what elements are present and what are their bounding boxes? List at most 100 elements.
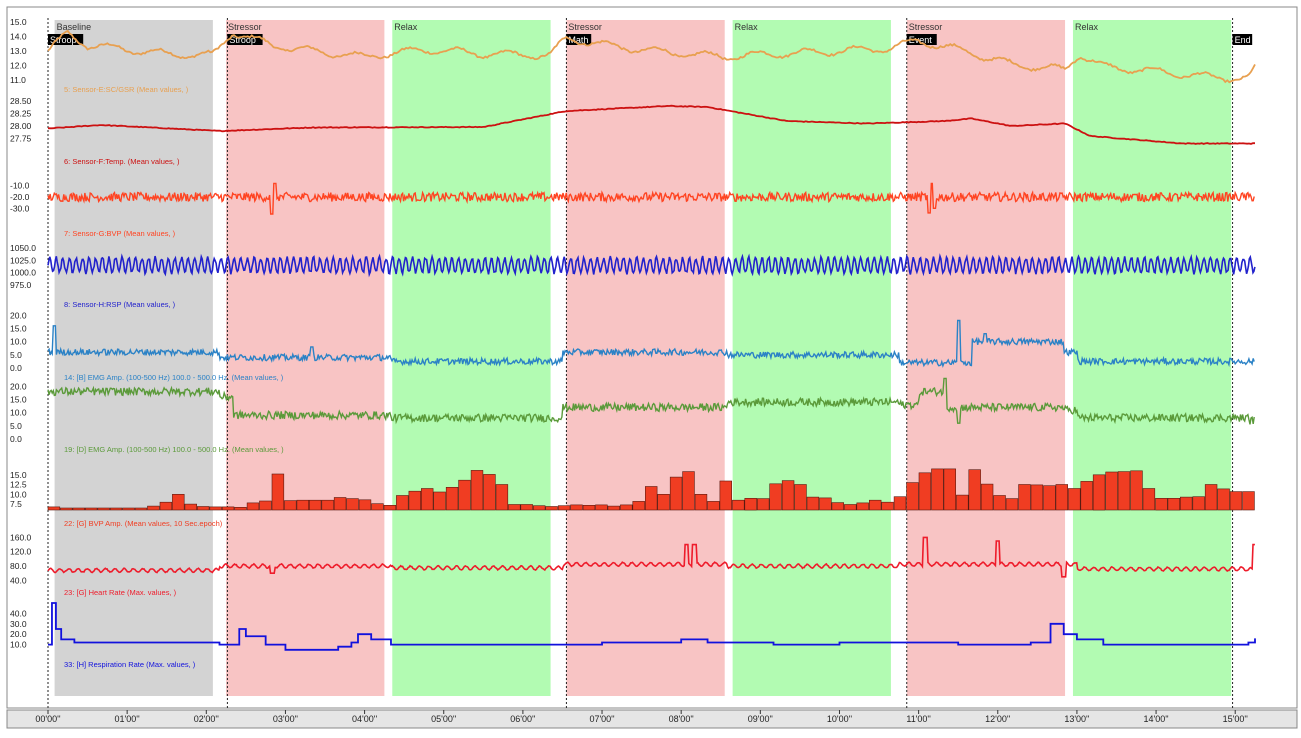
bar-11 xyxy=(184,503,197,511)
phase-label-4: Relax xyxy=(735,22,759,32)
phase-band-3 xyxy=(566,20,725,696)
bar-13 xyxy=(209,506,222,511)
bar-17 xyxy=(259,500,272,511)
x-tick-label-7: 07'00'' xyxy=(589,714,614,724)
event-tag-label-1: Stroop xyxy=(229,35,256,45)
bar-94 xyxy=(1217,488,1230,511)
bar-62 xyxy=(819,497,832,511)
bar-56 xyxy=(744,497,757,511)
track-5-tick-2: 10.0 xyxy=(10,408,27,418)
bar-72 xyxy=(943,468,957,511)
bar-23 xyxy=(333,497,347,511)
bar-1 xyxy=(60,507,73,511)
track-3-tick-1: 1025.0 xyxy=(10,255,36,265)
bar-2 xyxy=(72,507,86,511)
bar-22 xyxy=(321,499,334,511)
bar-42 xyxy=(570,504,583,511)
event-tag-0 xyxy=(48,34,84,45)
bar-64 xyxy=(844,504,857,511)
bar-40 xyxy=(545,506,558,511)
bar-74 xyxy=(968,469,981,511)
bar-93 xyxy=(1204,484,1218,511)
track-3-name: 8: Sensor-H:RSP (Mean values, ) xyxy=(64,300,176,309)
bar-66 xyxy=(868,499,882,511)
x-tick-label-4: 04'00'' xyxy=(352,714,377,724)
x-tick-label-0: 00'00'' xyxy=(35,714,60,724)
phase-band-5 xyxy=(906,20,1066,696)
track-3-tick-2: 1000.0 xyxy=(10,268,36,278)
bar-6 xyxy=(122,507,135,511)
track-4-line xyxy=(47,319,1255,369)
track-1-tick-0: 28.50 xyxy=(10,96,32,106)
event-tag-label-0: Stroop xyxy=(50,35,77,45)
bar-10 xyxy=(172,493,185,511)
bar-91 xyxy=(1180,496,1193,511)
x-tick-label-2: 02'00'' xyxy=(194,714,219,724)
track-4-tick-4: 0.0 xyxy=(10,363,22,373)
event-tag-label-3: Event xyxy=(909,35,933,45)
x-tick-label-14: 14'00'' xyxy=(1143,714,1168,724)
track-8-name: 33: [H] Respiration Rate (Max. values, ) xyxy=(64,660,196,669)
bar-16 xyxy=(246,502,260,511)
bar-79 xyxy=(1030,484,1044,511)
bar-7 xyxy=(134,507,148,511)
bar-68 xyxy=(893,496,907,511)
x-tick-label-9: 09'00'' xyxy=(748,714,773,724)
bar-59 xyxy=(781,480,795,511)
bar-65 xyxy=(856,502,869,511)
track-7: 160.0 120.0 80.0 40.0 23: [G] Heart Rate (Ma… xyxy=(10,532,1255,597)
track-6-name: 22: [G] BVP Amp. (Mean values, 10 Sec.ep… xyxy=(64,519,223,528)
bar-76 xyxy=(993,495,1006,511)
bar-43 xyxy=(582,504,596,511)
x-tick-label-5: 05'00'' xyxy=(431,714,456,724)
track-0-tick-0: 15.0 xyxy=(10,17,27,27)
track-1-line xyxy=(47,104,1255,145)
bar-89 xyxy=(1155,497,1168,511)
bar-24 xyxy=(346,498,359,511)
bar-9 xyxy=(159,501,173,511)
bar-46 xyxy=(620,504,633,511)
track-4-name: 14: [B] EMG Amp. (100-500 Hz) 100.0 - 50… xyxy=(64,373,284,382)
bar-51 xyxy=(682,471,695,511)
track-7-line xyxy=(47,536,1255,578)
bar-8 xyxy=(147,505,160,511)
bar-85 xyxy=(1105,471,1118,511)
track-3-line xyxy=(47,253,1256,278)
track-0-tick-3: 12.0 xyxy=(10,61,27,71)
track-3-tick-0: 1050.0 xyxy=(10,243,36,253)
bar-18 xyxy=(271,473,285,511)
track-1-name: 6: Sensor-F:Temp. (Mean values, ) xyxy=(64,157,180,166)
bar-36 xyxy=(495,484,509,511)
track-5-name: 19: [D] EMG Amp. (100-500 Hz) 100.0 - 50… xyxy=(64,445,284,454)
track-6: 15.012.510.07.5 22: [G] BVP Amp. (Mean va… xyxy=(10,468,1255,528)
track-4-tick-0: 20.0 xyxy=(10,310,27,320)
track-5-tick-3: 5.0 xyxy=(10,421,22,431)
track-5-tick-1: 15.0 xyxy=(10,394,27,404)
bar-67 xyxy=(881,501,894,511)
track-7-tick-1: 120.0 xyxy=(10,547,32,557)
phase-band-6 xyxy=(1072,20,1232,696)
track-4: 20.0 15.0 10.0 5.0 0.0 14: [B] EMG Amp. (100-… xyxy=(10,310,1255,382)
bar-60 xyxy=(794,484,807,511)
bar-14 xyxy=(221,506,235,511)
bar-4 xyxy=(97,507,110,511)
bar-45 xyxy=(607,505,621,511)
track-2-line xyxy=(47,182,1255,215)
bar-52 xyxy=(694,493,708,511)
x-tick-label-15: 15'00'' xyxy=(1223,714,1248,724)
bar-80 xyxy=(1043,485,1056,511)
track-3-tick-3: 975.0 xyxy=(10,280,32,290)
track-2-tick-0: -10.0 xyxy=(10,181,30,191)
bar-70 xyxy=(918,472,932,511)
track-2-tick-1: -20.0 xyxy=(10,192,30,202)
track-2: -10.0-20.0-30.0 7: Sensor-G:BVP (Mean val… xyxy=(10,181,1255,238)
track-6-tick-1: 12.5 xyxy=(10,480,27,490)
track-8: 40.030.020.010.0 33: [H] Respiration Rate… xyxy=(10,602,1256,669)
track-5: 20.0 15.0 10.0 5.0 0.0 19: [D] EMG Amp. (100-… xyxy=(10,377,1255,454)
bar-54 xyxy=(719,480,733,511)
bar-92 xyxy=(1192,496,1205,511)
bar-33 xyxy=(458,479,471,511)
x-tick-label-3: 03'00'' xyxy=(273,714,298,724)
bar-88 xyxy=(1142,488,1156,511)
bar-83 xyxy=(1080,481,1093,511)
